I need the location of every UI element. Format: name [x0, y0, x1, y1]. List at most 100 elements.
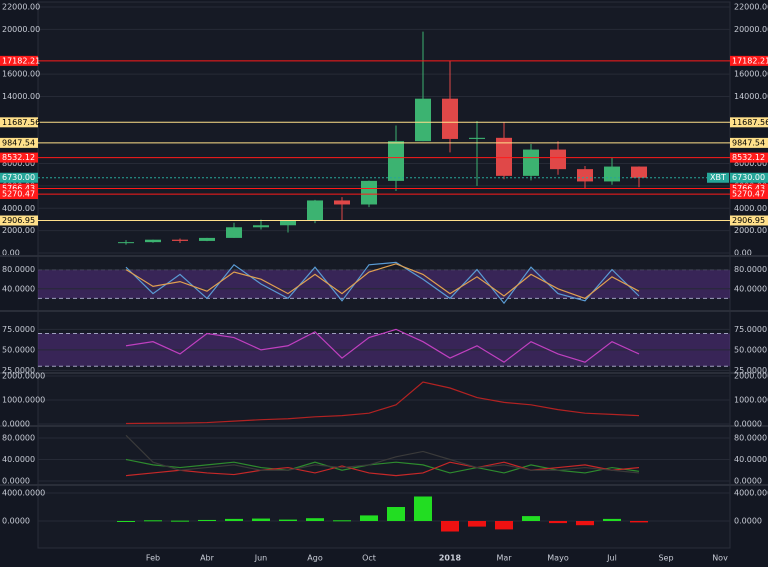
y-tick-label: 20000.00	[2, 25, 40, 34]
x-tick-label: Mayo	[547, 554, 569, 563]
candle-body	[145, 239, 161, 243]
histogram-bar	[468, 521, 486, 527]
level-label: 17182.21	[732, 56, 768, 65]
y-tick-label: 16000.00	[2, 70, 40, 79]
x-tick-label: Sep	[658, 554, 673, 563]
candle-body	[415, 98, 431, 142]
histogram-bar	[198, 519, 216, 521]
histogram-bar	[333, 520, 351, 522]
y-tick-label: 40.0000	[734, 284, 767, 293]
level-tag	[730, 183, 768, 194]
y-tick-label: 80.0000	[734, 434, 767, 443]
level-label: 11687.56	[2, 118, 40, 127]
histogram-bar	[225, 518, 243, 521]
histogram-bar	[549, 521, 567, 524]
y-tick-label: 80.0000	[734, 265, 767, 274]
y-tick-label: 1000.0000	[2, 396, 45, 405]
y-tick-label: 22000.00	[734, 3, 768, 12]
x-tick-label: Ago	[307, 554, 323, 563]
candle-body	[307, 200, 323, 221]
y-tick-label: 8000.00	[2, 159, 35, 168]
y-tick-label: 0.00	[734, 249, 752, 258]
y-tick-label: 0.0000	[2, 517, 30, 526]
y-tick-label: 0.0000	[2, 420, 30, 429]
level-label: 2906.95	[2, 216, 35, 225]
histogram-bar	[360, 515, 378, 521]
y-tick-label: 50.0000	[2, 345, 35, 354]
y-tick-label: 40.0000	[2, 284, 35, 293]
plot-frame	[37, 1, 731, 549]
level-tag	[0, 137, 38, 148]
indicator-line	[125, 263, 640, 300]
level-tag	[0, 152, 38, 163]
candle-body	[469, 137, 485, 139]
histogram-bar	[171, 520, 189, 522]
histogram-bar	[117, 521, 135, 522]
candle-body	[199, 237, 215, 241]
y-tick-label: 50.0000	[734, 345, 767, 354]
level-label: 5270.47	[2, 190, 35, 199]
level-tag	[730, 152, 768, 163]
x-tick-label: Jul	[606, 554, 617, 563]
y-tick-label: 75.0000	[2, 325, 35, 334]
level-label: 8532.12	[732, 153, 765, 162]
y-tick-label: 4000.00	[2, 204, 35, 213]
y-tick-label: 2000.0000	[734, 372, 768, 381]
histogram-bar	[279, 519, 297, 521]
level-label: 5766.43	[732, 184, 765, 193]
candle-body	[442, 98, 458, 139]
indicator-line	[125, 261, 640, 305]
level-label: 6730.00	[2, 173, 35, 182]
symbol-tag	[707, 172, 729, 183]
level-tag	[730, 189, 768, 200]
candle-body	[118, 242, 134, 244]
candle-body	[523, 149, 539, 176]
y-tick-label: 75.0000	[734, 325, 767, 334]
y-tick-label: 2000.00	[734, 226, 767, 235]
y-tick-label: 2000.0000	[2, 372, 45, 381]
candle-body	[172, 239, 188, 241]
y-tick-label: 16000.00	[734, 70, 768, 79]
candle-body	[253, 225, 269, 228]
y-tick-label: 25.0000	[734, 366, 767, 375]
histogram-bar	[144, 520, 162, 522]
candle-body	[334, 200, 350, 205]
y-tick-label: 80.0000	[2, 434, 35, 443]
candle-body	[631, 166, 647, 178]
candle-body	[496, 137, 512, 176]
y-tick-label: 14000.00	[734, 92, 768, 101]
y-tick-label: 0.0000	[2, 477, 30, 486]
level-tag	[730, 137, 768, 148]
level-tag	[730, 117, 768, 128]
y-tick-label: 14000.00	[2, 92, 40, 101]
level-tag	[0, 183, 38, 194]
indicator-line	[125, 461, 640, 477]
level-label: 11687.56	[732, 118, 768, 127]
x-tick-label: Mar	[496, 554, 512, 563]
histogram-bar	[414, 496, 432, 521]
x-tick-label: Jun	[254, 554, 268, 563]
indicator-line	[125, 458, 640, 474]
level-label: 8532.12	[2, 153, 35, 162]
candle-body	[388, 141, 404, 181]
indicator-line	[125, 434, 640, 474]
y-tick-label: 1000.0000	[734, 396, 768, 405]
level-tag	[730, 215, 768, 226]
x-tick-label: 2018	[439, 554, 462, 563]
candle-body	[226, 227, 242, 238]
y-tick-label: 40.0000	[734, 455, 767, 464]
histogram-bar	[495, 521, 513, 530]
y-tick-label: 0.0000	[734, 477, 762, 486]
level-label: 9847.54	[2, 138, 35, 147]
y-tick-label: 2000.00	[2, 226, 35, 235]
y-tick-label: 22000.00	[2, 3, 40, 12]
y-tick-label: 80.0000	[2, 265, 35, 274]
candle-body	[361, 180, 377, 205]
x-tick-label: Feb	[146, 554, 160, 563]
level-label: 9847.54	[732, 138, 765, 147]
y-tick-label: 4000.0000	[2, 489, 45, 498]
x-tick-label: Oct	[362, 554, 376, 563]
y-tick-label: 25.0000	[2, 366, 35, 375]
level-tag	[0, 117, 38, 128]
